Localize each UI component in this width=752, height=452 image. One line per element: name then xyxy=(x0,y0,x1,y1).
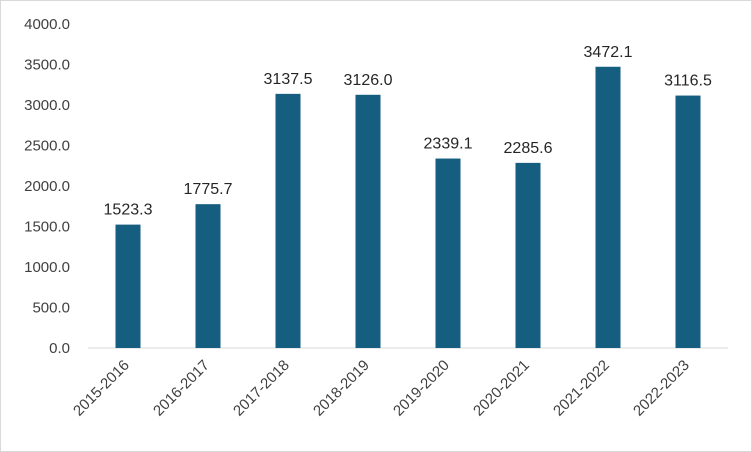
bar xyxy=(195,204,221,348)
bar xyxy=(675,95,701,348)
x-tick-label: 2019-2020 xyxy=(390,357,453,420)
y-tick-label: 1000.0 xyxy=(24,259,70,276)
data-label: 1523.3 xyxy=(104,202,153,219)
y-tick-label: 1500.0 xyxy=(24,219,70,236)
x-tick-label: 2018-2019 xyxy=(310,357,373,420)
y-axis-ticks: 0.0 500.0 1000.0 1500.0 2000.0 2500.0 3000.0 35… xyxy=(24,16,70,357)
bar xyxy=(275,93,301,348)
data-label: 3126.0 xyxy=(344,72,393,89)
data-label: 3472.1 xyxy=(584,44,633,61)
x-tick-label: 2017-2018 xyxy=(230,357,293,420)
data-label: 1775.7 xyxy=(184,181,233,198)
y-tick-label: 2500.0 xyxy=(24,138,70,155)
y-tick-label: 3500.0 xyxy=(24,57,70,74)
data-label: 2285.6 xyxy=(504,140,553,157)
y-tick-label: 3000.0 xyxy=(24,97,70,114)
x-tick-label: 2015-2016 xyxy=(70,357,133,420)
x-tick-label: 2022-2023 xyxy=(630,357,693,420)
x-tick-label: 2016-2017 xyxy=(150,357,213,420)
bar xyxy=(515,162,541,348)
bars xyxy=(115,66,701,349)
bar xyxy=(115,224,141,348)
y-tick-label: 500.0 xyxy=(32,300,70,317)
bar xyxy=(435,158,461,348)
x-tick-label: 2021-2022 xyxy=(550,357,613,420)
y-tick-label: 4000.0 xyxy=(24,16,70,33)
bar xyxy=(595,66,621,349)
data-label: 3137.5 xyxy=(264,71,313,88)
data-label: 2339.1 xyxy=(424,136,473,153)
y-tick-label: 2000.0 xyxy=(24,178,70,195)
bar xyxy=(355,94,381,348)
x-tick-label: 2020-2021 xyxy=(470,357,533,420)
data-labels: 1523.3 1775.7 3137.5 3126.0 2339.1 2285.6 3472… xyxy=(104,44,712,219)
y-tick-label: 0.0 xyxy=(49,340,70,357)
data-label: 3116.5 xyxy=(664,73,712,90)
x-axis-ticks: 2015-2016 2016-2017 2017-2018 2018-2019 2019… xyxy=(70,357,693,420)
